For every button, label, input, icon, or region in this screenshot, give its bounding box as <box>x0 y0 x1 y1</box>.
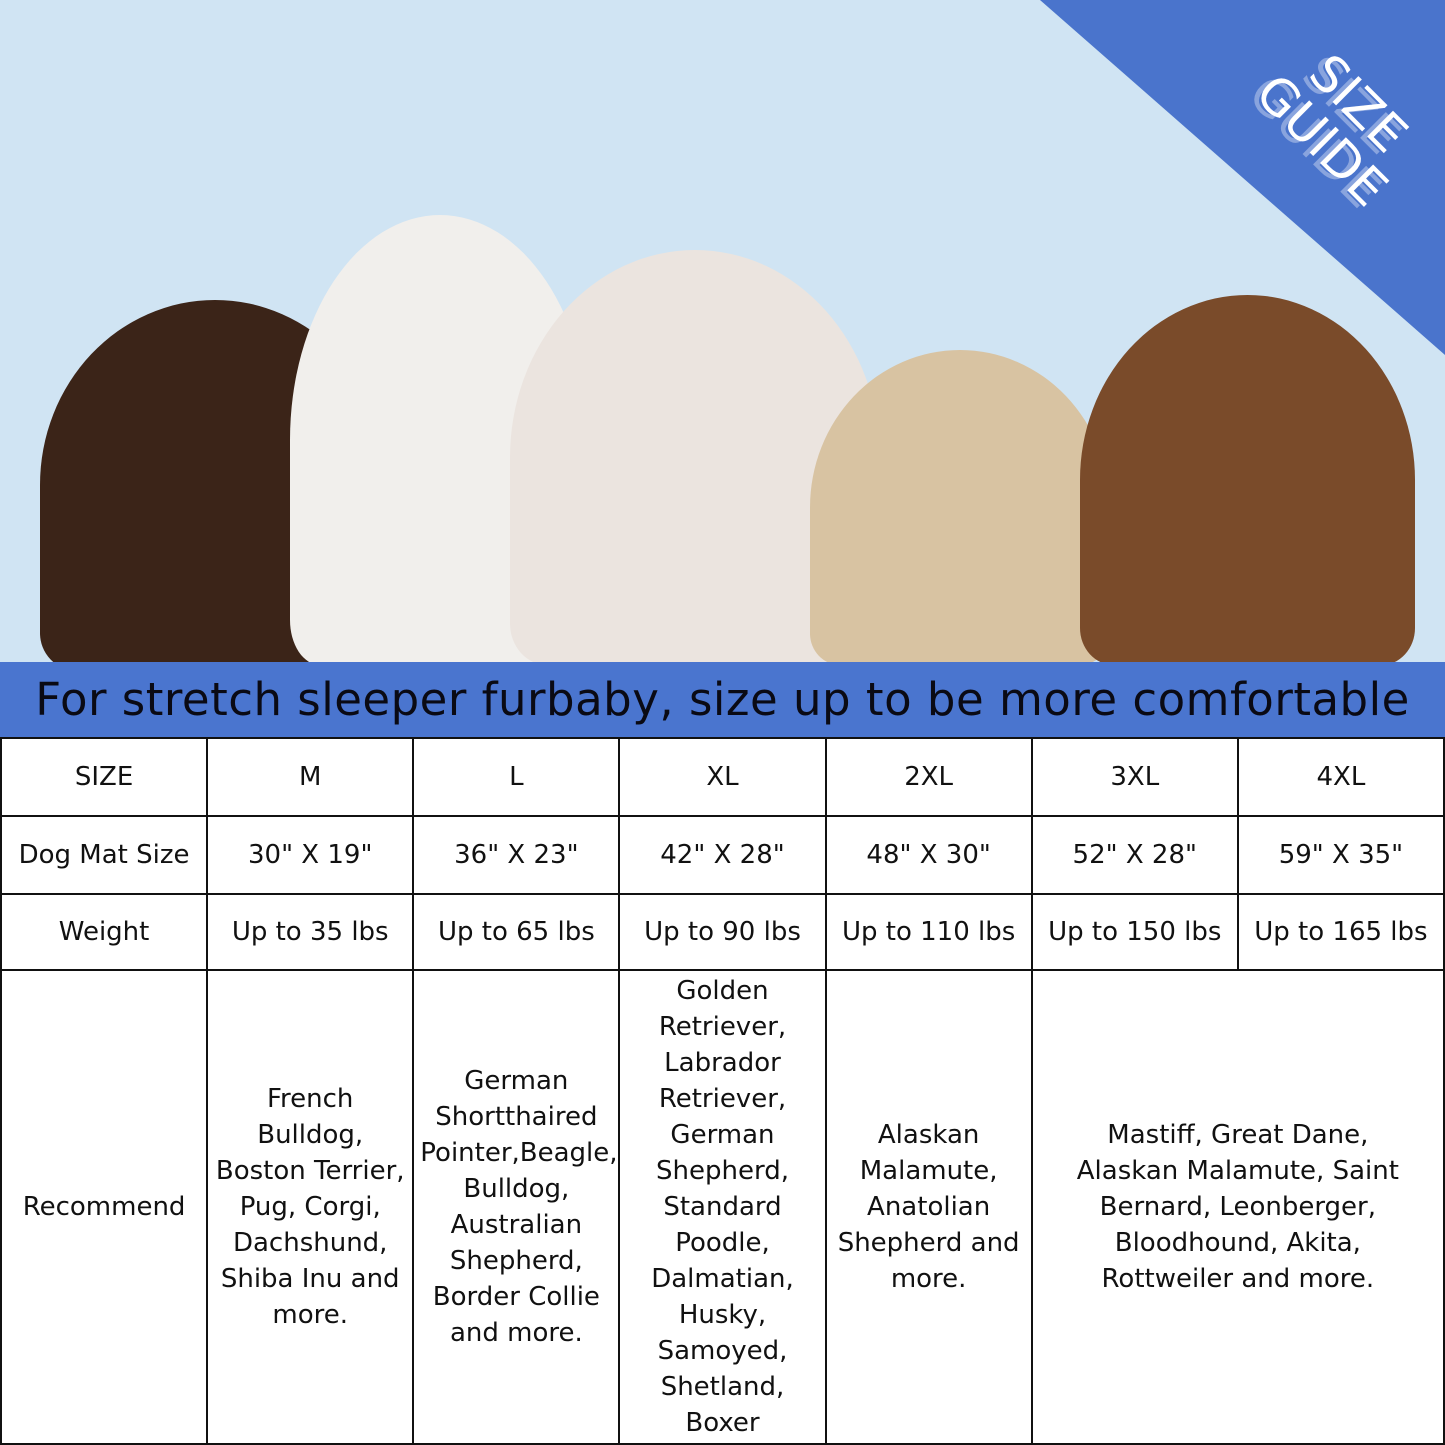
dogs-photo: SIZE GUIDE <box>0 0 1445 662</box>
cell: 30" X 19" <box>206 815 415 895</box>
cell: 36" X 23" <box>412 815 621 895</box>
row-label: Weight <box>0 893 209 971</box>
cell: 42" X 28" <box>618 815 827 895</box>
pug <box>810 350 1110 662</box>
table-row-recommend: Recommend French Bulldog, Boston Terrier… <box>0 969 1445 1445</box>
table-row-size: SIZE M L XL 2XL 3XL 4XL <box>0 737 1445 817</box>
cell: 48" X 30" <box>824 815 1033 895</box>
size-guide-corner-badge <box>1040 0 1445 355</box>
row-label: Dog Mat Size <box>0 815 209 895</box>
table-row-weight: Weight Up to 35 lbs Up to 65 lbs Up to 9… <box>0 893 1445 971</box>
cell: Mastiff, Great Dane, Alaskan Malamute, S… <box>1030 969 1445 1445</box>
table-row-mat-size: Dog Mat Size 30" X 19" 36" X 23" 42" X 2… <box>0 815 1445 895</box>
cell: German Shortthaired Pointer,Beagle, Bull… <box>412 969 621 1445</box>
cell: Up to 35 lbs <box>206 893 415 971</box>
cell: Up to 150 lbs <box>1030 893 1239 971</box>
banner-text: For stretch sleeper furbaby, size up to … <box>35 673 1410 726</box>
size-table: SIZE M L XL 2XL 3XL 4XL Dog Mat Size 30"… <box>0 737 1445 1445</box>
cell: Alaskan Malamute, Anatolian Shepherd and… <box>824 969 1033 1445</box>
row-label: Recommend <box>0 969 209 1445</box>
cell: L <box>412 737 621 817</box>
cell: Up to 90 lbs <box>618 893 827 971</box>
cell: 52" X 28" <box>1030 815 1239 895</box>
banner: For stretch sleeper furbaby, size up to … <box>0 662 1445 737</box>
beagle-puppy <box>1080 295 1415 662</box>
cell: 59" X 35" <box>1236 815 1445 895</box>
cell: Up to 65 lbs <box>412 893 621 971</box>
cell: Up to 165 lbs <box>1236 893 1445 971</box>
cell: 2XL <box>824 737 1033 817</box>
row-label: SIZE <box>0 737 209 817</box>
cell: M <box>206 737 415 817</box>
cell: Up to 110 lbs <box>824 893 1033 971</box>
cell: Golden Retriever, Labrador Retriever, Ge… <box>618 969 827 1445</box>
cell: French Bulldog, Boston Terrier, Pug, Cor… <box>206 969 415 1445</box>
cell: 4XL <box>1236 737 1445 817</box>
cell: 3XL <box>1030 737 1239 817</box>
cell: XL <box>618 737 827 817</box>
